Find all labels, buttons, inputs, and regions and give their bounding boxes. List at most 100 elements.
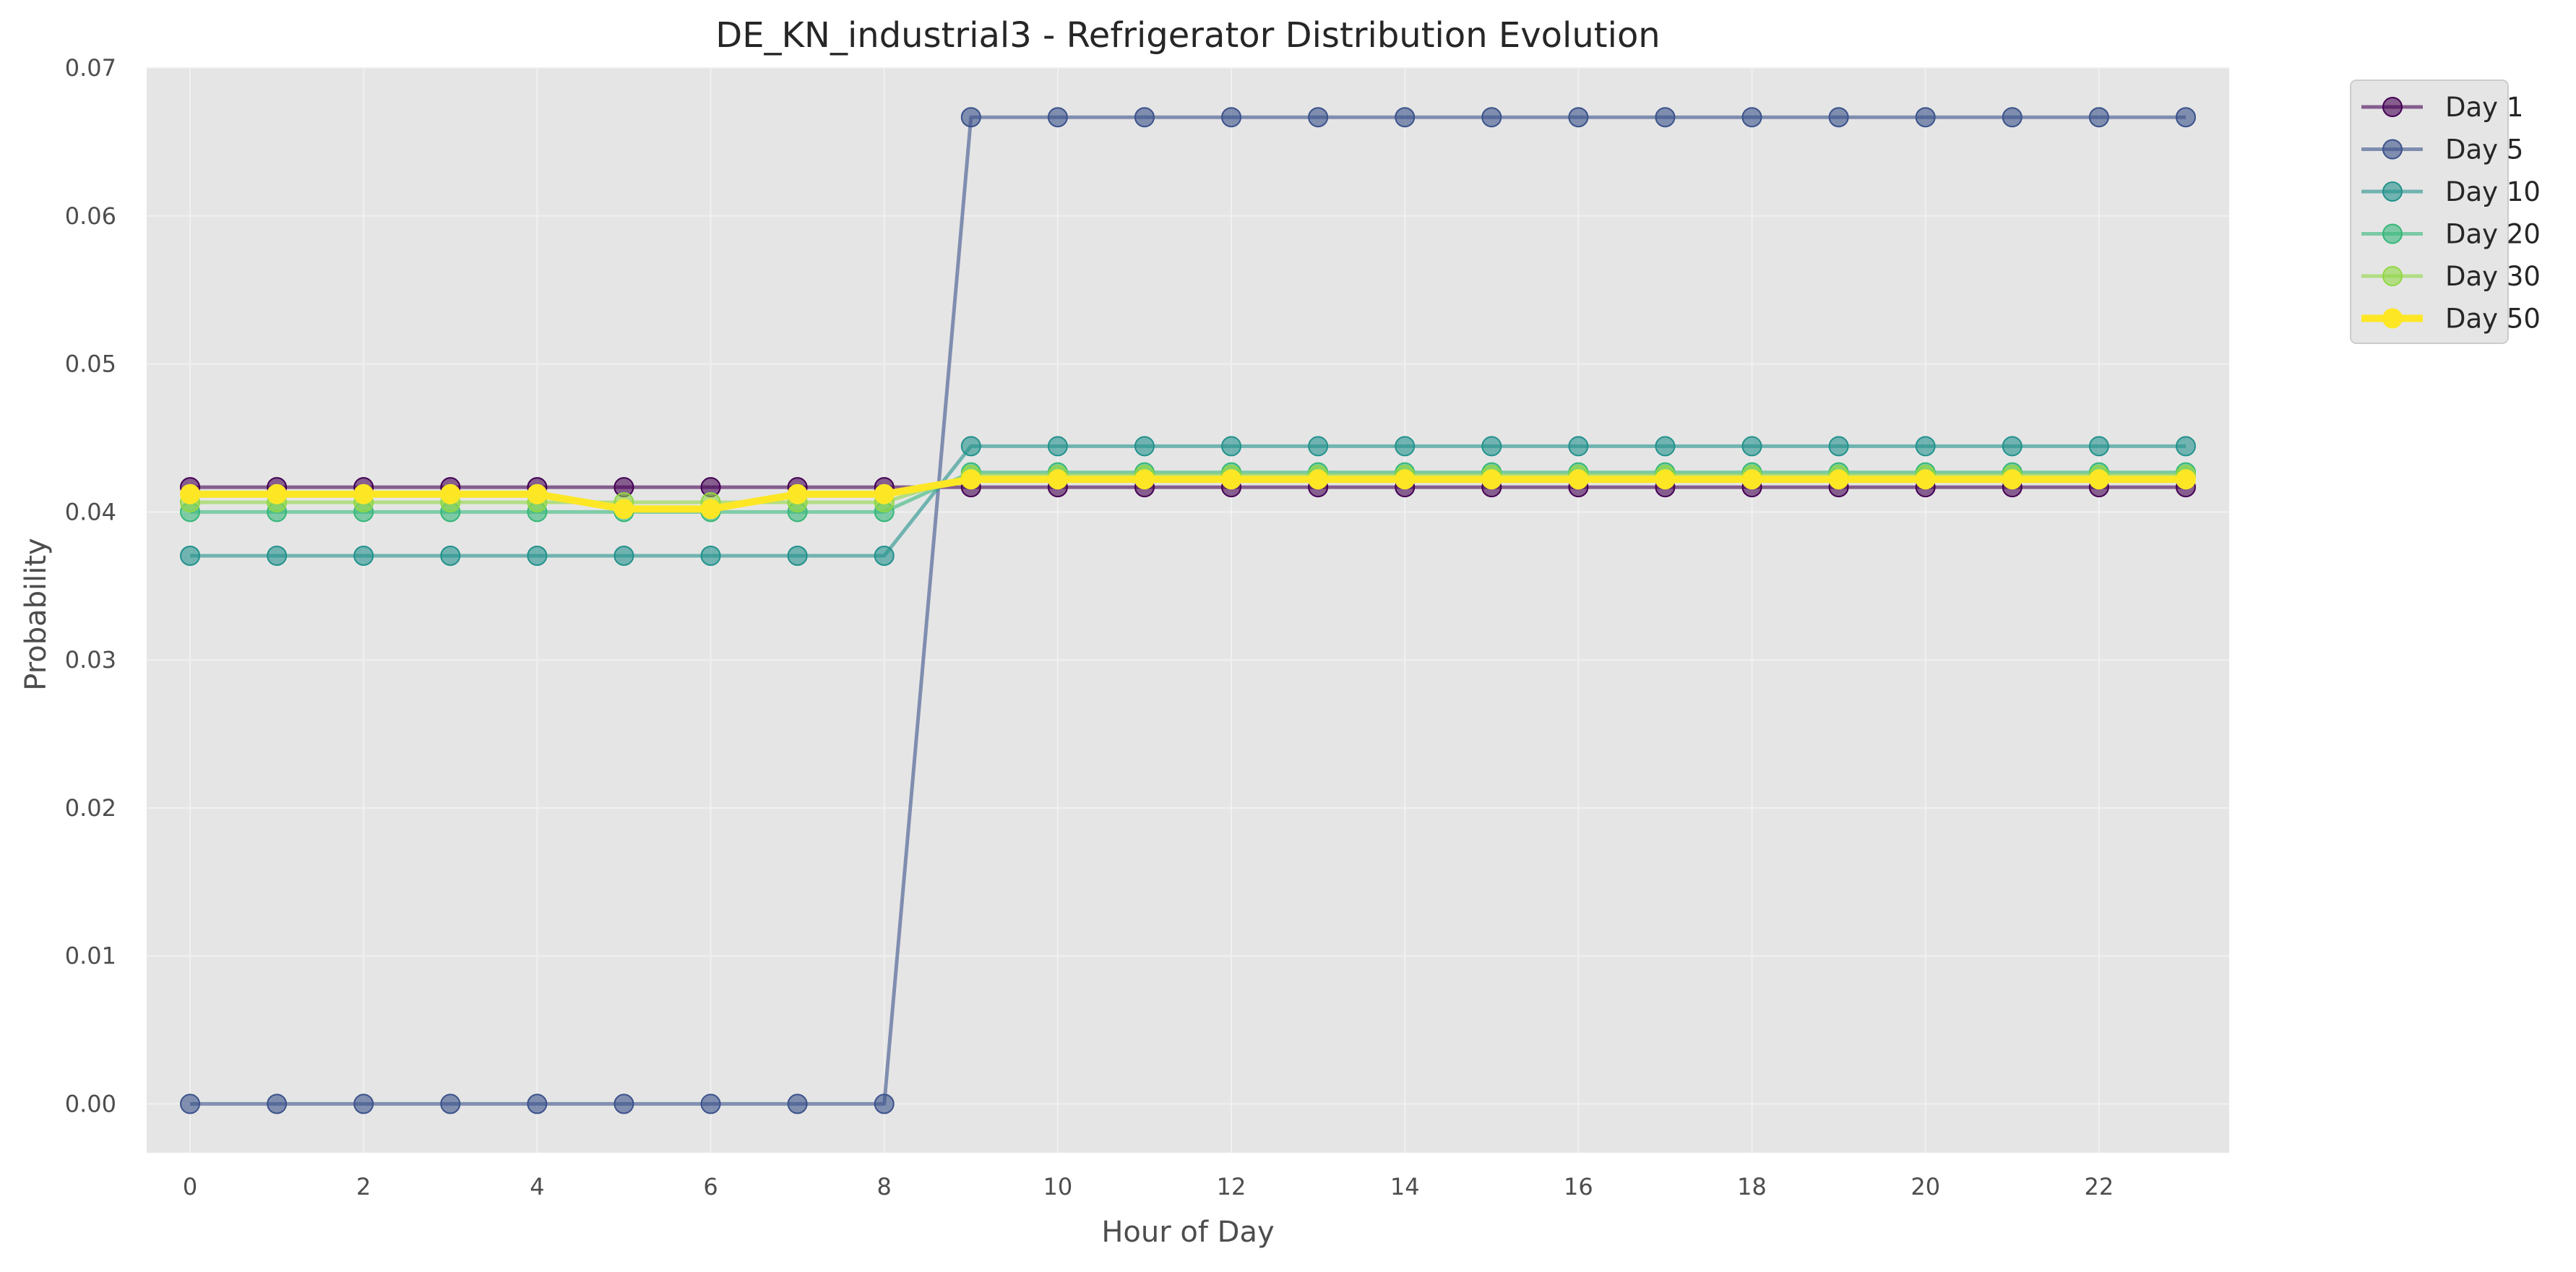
data-point: [787, 1093, 808, 1114]
data-point: [700, 545, 721, 566]
data-point: [1134, 469, 1155, 490]
data-point: [2002, 107, 2023, 128]
x-tick-label: 16: [1564, 1173, 1593, 1200]
legend-label: Day 50: [2445, 304, 2541, 335]
y-axis-ticks: 0.00 0.01 0.02 0.03 0.04 0.05 0.06 0.07: [65, 54, 116, 1117]
legend[interactable]: Day 1 Day 5 Day 10 Day 20 Day 30 Day 50: [2350, 80, 2541, 344]
data-point: [2088, 469, 2109, 490]
legend-marker: [2382, 308, 2403, 329]
x-axis-ticks: 0 2 4 6 8 10 12 14 16 18 20 22: [183, 1173, 2114, 1200]
legend-item[interactable]: Day 10: [2361, 176, 2541, 207]
legend-label: Day 5: [2445, 134, 2523, 166]
x-tick-label: 20: [1911, 1173, 1940, 1200]
data-point: [353, 484, 374, 504]
chart-title: DE_KN_industrial3 - Refrigerator Distrib…: [715, 15, 1660, 56]
legend-marker: [2382, 97, 2403, 117]
data-point: [440, 484, 461, 504]
data-point: [1047, 469, 1068, 490]
data-point: [353, 1093, 374, 1114]
y-tick-label: 0.02: [65, 794, 116, 822]
legend-item[interactable]: Day 20: [2361, 219, 2541, 250]
x-tick-label: 22: [2085, 1173, 2114, 1200]
y-axis-label: Probability: [20, 538, 53, 690]
data-point: [1915, 469, 1936, 490]
data-point: [1481, 107, 1502, 128]
data-point: [180, 484, 201, 504]
data-point: [1741, 436, 1762, 457]
y-tick-label: 0.01: [65, 942, 116, 970]
data-point: [1134, 107, 1155, 128]
data-point: [1568, 436, 1589, 457]
x-tick-label: 14: [1390, 1173, 1420, 1200]
legend-item[interactable]: Day 1: [2361, 92, 2523, 123]
series-day-50: [180, 469, 2196, 520]
data-point: [1047, 107, 1068, 128]
data-point: [2088, 436, 2109, 457]
x-tick-label: 8: [877, 1173, 892, 1200]
series-line: [190, 470, 2186, 514]
x-axis-label: Hour of Day: [1101, 1216, 1274, 1249]
data-point: [2002, 436, 2023, 457]
data-point: [1655, 469, 1676, 490]
legend-label: Day 1: [2445, 92, 2523, 123]
data-point: [613, 499, 634, 520]
data-point: [1568, 469, 1589, 490]
data-point: [700, 499, 721, 520]
legend-item[interactable]: Day 30: [2361, 261, 2541, 292]
data-point: [960, 107, 981, 128]
data-point: [1395, 469, 1416, 490]
y-tick-label: 0.03: [65, 646, 116, 674]
legend-item[interactable]: Day 50: [2361, 304, 2541, 335]
series-day-10: [180, 436, 2196, 566]
x-tick-label: 10: [1043, 1173, 1073, 1200]
data-point: [1655, 436, 1676, 457]
x-tick-label: 4: [530, 1173, 544, 1200]
data-point: [353, 545, 374, 566]
data-point: [2175, 469, 2196, 490]
data-point: [440, 545, 461, 566]
data-point: [1308, 469, 1329, 490]
data-point: [787, 484, 808, 504]
data-point: [2002, 469, 2023, 490]
legend-marker: [2382, 266, 2403, 286]
data-point: [527, 1093, 548, 1114]
x-tick-label: 0: [183, 1173, 197, 1200]
data-point: [1221, 107, 1242, 128]
data-point: [1308, 107, 1329, 128]
data-point: [1481, 436, 1502, 457]
legend-marker: [2382, 139, 2403, 160]
data-point: [700, 1093, 721, 1114]
x-tick-label: 18: [1737, 1173, 1767, 1200]
y-tick-label: 0.04: [65, 498, 116, 525]
data-point: [1395, 107, 1416, 128]
data-point: [527, 484, 548, 504]
y-tick-label: 0.00: [65, 1090, 116, 1117]
series-line: [190, 444, 2186, 558]
data-series: [180, 107, 2196, 1114]
data-point: [1915, 436, 1936, 457]
data-point: [1481, 469, 1502, 490]
data-point: [1308, 436, 1329, 457]
legend-label: Day 30: [2445, 261, 2541, 292]
data-point: [960, 436, 981, 457]
y-tick-label: 0.06: [65, 202, 116, 230]
data-point: [1915, 107, 1936, 128]
data-point: [874, 484, 895, 504]
y-tick-label: 0.05: [65, 351, 116, 378]
data-point: [1828, 107, 1849, 128]
data-point: [180, 1093, 201, 1114]
data-point: [874, 1093, 895, 1114]
legend-item[interactable]: Day 5: [2361, 134, 2523, 166]
plot-area: [147, 68, 2229, 1153]
data-point: [180, 545, 201, 566]
series-line: [190, 476, 2186, 513]
data-point: [2175, 436, 2196, 457]
legend-label: Day 20: [2445, 219, 2541, 250]
legend-label: Day 10: [2445, 176, 2541, 207]
data-point: [613, 545, 634, 566]
data-point: [613, 1093, 634, 1114]
data-point: [1741, 469, 1762, 490]
data-point: [1134, 436, 1155, 457]
legend-marker: [2382, 223, 2403, 244]
